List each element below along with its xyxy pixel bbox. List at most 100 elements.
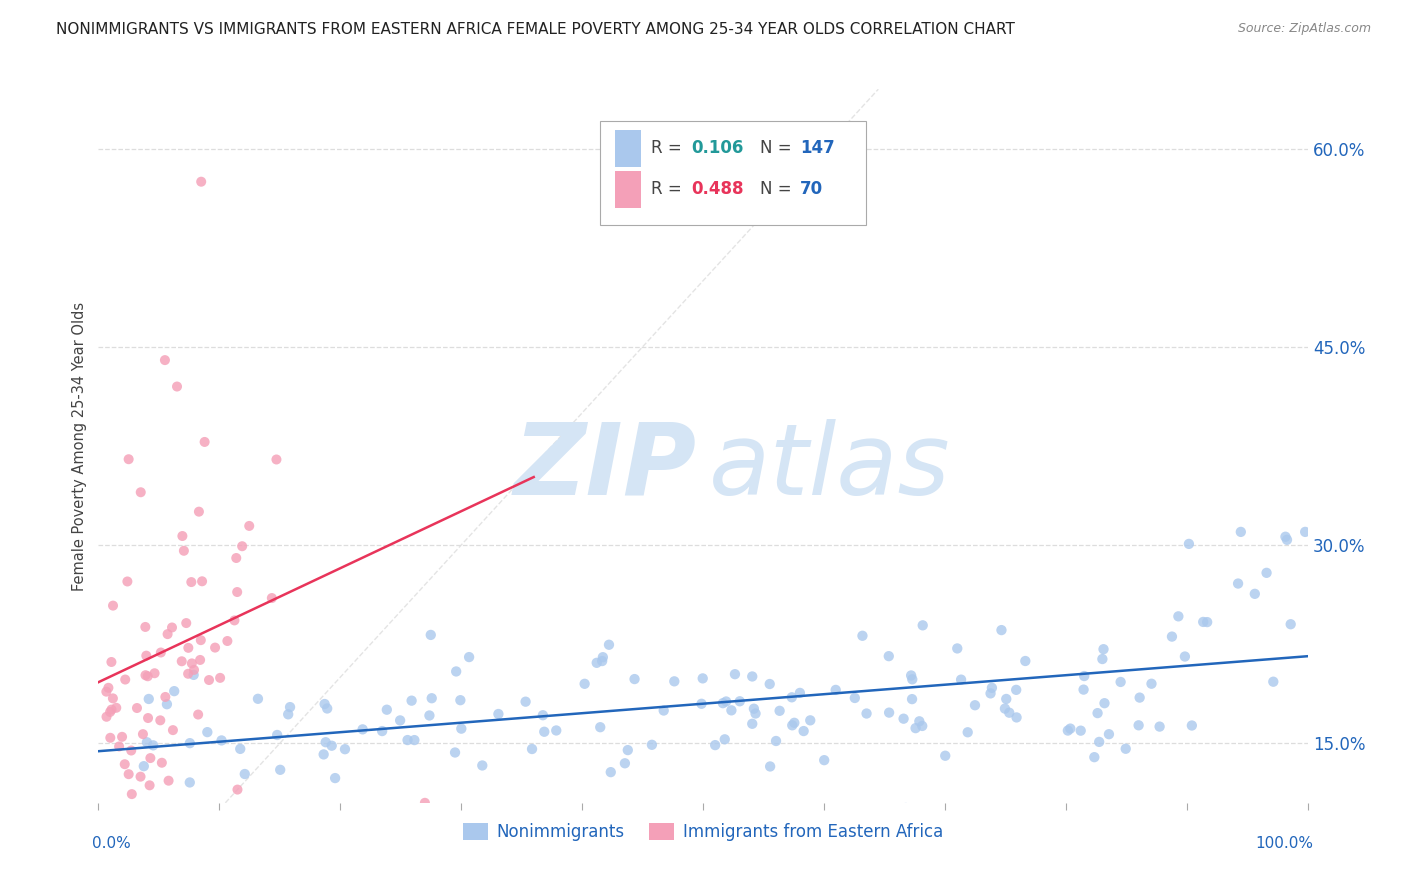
Point xyxy=(851,629,873,643)
Point xyxy=(585,656,607,670)
Point xyxy=(458,650,481,665)
Point xyxy=(132,759,155,773)
Point xyxy=(741,669,763,683)
Point xyxy=(574,677,596,691)
Point xyxy=(1092,642,1115,657)
Point xyxy=(591,654,613,668)
Point xyxy=(911,618,934,632)
Point xyxy=(413,796,436,810)
Point xyxy=(793,724,815,739)
Point xyxy=(314,697,336,711)
Point xyxy=(652,704,675,718)
Point xyxy=(1178,537,1201,551)
Point xyxy=(533,724,555,739)
Point xyxy=(96,710,118,724)
Point xyxy=(690,697,713,711)
Point xyxy=(396,733,419,747)
Text: R =: R = xyxy=(651,180,688,198)
Point xyxy=(157,773,180,788)
Point xyxy=(692,672,714,686)
Point xyxy=(1256,566,1278,580)
Point xyxy=(389,714,412,728)
Point xyxy=(371,724,394,739)
Point xyxy=(352,723,374,737)
Point xyxy=(183,668,205,682)
Point xyxy=(312,747,335,762)
Point xyxy=(714,694,737,708)
Text: Source: ZipAtlas.com: Source: ZipAtlas.com xyxy=(1237,22,1371,36)
Point xyxy=(486,706,509,721)
Point xyxy=(266,728,288,742)
Point xyxy=(765,734,787,748)
Point xyxy=(813,753,835,767)
Point xyxy=(741,716,763,731)
Point xyxy=(592,650,614,665)
Point xyxy=(1197,615,1219,629)
Point xyxy=(1279,617,1302,632)
Point xyxy=(877,706,900,720)
Point xyxy=(149,646,172,660)
Text: 0.0%: 0.0% xyxy=(93,836,131,851)
Point xyxy=(623,672,645,686)
Point xyxy=(121,787,143,801)
Point xyxy=(100,702,122,716)
Point xyxy=(946,641,969,656)
Point xyxy=(150,756,173,770)
Point xyxy=(174,616,197,631)
Point xyxy=(226,782,249,797)
Point xyxy=(1088,735,1111,749)
Point xyxy=(450,722,472,736)
Y-axis label: Female Poverty Among 25-34 Year Olds: Female Poverty Among 25-34 Year Olds xyxy=(72,301,87,591)
Point xyxy=(177,666,200,681)
Point xyxy=(758,677,780,691)
Point xyxy=(138,692,160,706)
Point xyxy=(177,640,200,655)
Bar xyxy=(614,130,641,167)
Point xyxy=(980,686,1002,700)
Text: N =: N = xyxy=(759,180,797,198)
Point xyxy=(333,742,356,756)
Point xyxy=(1087,706,1109,720)
Point xyxy=(211,733,233,747)
Point xyxy=(1128,718,1150,732)
Point xyxy=(990,623,1012,637)
Legend: Nonimmigrants, Immigrants from Eastern Africa: Nonimmigrants, Immigrants from Eastern A… xyxy=(457,816,949,848)
Point xyxy=(980,681,1002,695)
Point xyxy=(728,694,751,708)
Point xyxy=(780,718,803,732)
Point xyxy=(129,485,152,500)
Point xyxy=(209,671,232,685)
Point xyxy=(156,627,179,641)
FancyBboxPatch shape xyxy=(600,121,866,225)
Point xyxy=(1174,649,1197,664)
Point xyxy=(598,638,620,652)
Point xyxy=(713,732,735,747)
Point xyxy=(768,704,790,718)
Text: R =: R = xyxy=(651,139,688,157)
Point xyxy=(125,701,148,715)
Point xyxy=(316,701,339,715)
Point xyxy=(188,653,211,667)
Point xyxy=(162,723,184,738)
Point xyxy=(404,733,426,747)
Text: 0.106: 0.106 xyxy=(690,139,744,157)
Point xyxy=(783,715,806,730)
Point xyxy=(149,714,172,728)
Point xyxy=(143,666,166,681)
Point xyxy=(1274,530,1296,544)
Point xyxy=(908,714,931,729)
Point xyxy=(1005,682,1028,697)
Point xyxy=(401,693,423,707)
Point xyxy=(901,692,924,706)
Point xyxy=(1227,576,1250,591)
Point xyxy=(217,634,239,648)
Point xyxy=(1005,710,1028,724)
Point xyxy=(1073,682,1095,697)
Point xyxy=(323,771,346,785)
Point xyxy=(1070,723,1092,738)
Point xyxy=(900,668,922,682)
Point xyxy=(855,706,877,721)
Point xyxy=(98,731,121,745)
Point xyxy=(170,654,193,668)
Point xyxy=(780,690,803,705)
